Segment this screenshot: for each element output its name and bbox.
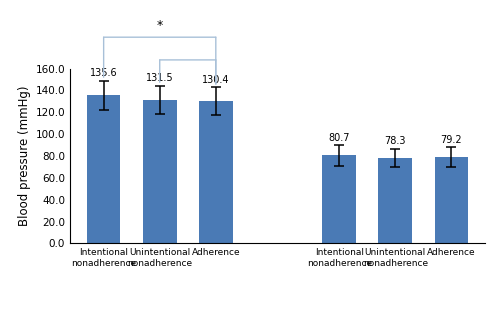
Text: 135.6: 135.6	[90, 68, 118, 78]
Bar	[322, 155, 356, 243]
Bar	[199, 101, 232, 243]
Text: 131.5: 131.5	[146, 73, 174, 83]
Text: 78.3: 78.3	[384, 136, 406, 146]
Text: 130.4: 130.4	[202, 75, 230, 85]
Bar	[87, 95, 120, 243]
Text: 80.7: 80.7	[328, 133, 350, 143]
Text: *: *	[156, 19, 163, 32]
Bar	[378, 158, 412, 243]
Bar	[434, 157, 468, 243]
Bar	[143, 100, 176, 243]
Y-axis label: Blood pressure (mmHg): Blood pressure (mmHg)	[18, 86, 32, 226]
Text: 79.2: 79.2	[440, 135, 462, 145]
